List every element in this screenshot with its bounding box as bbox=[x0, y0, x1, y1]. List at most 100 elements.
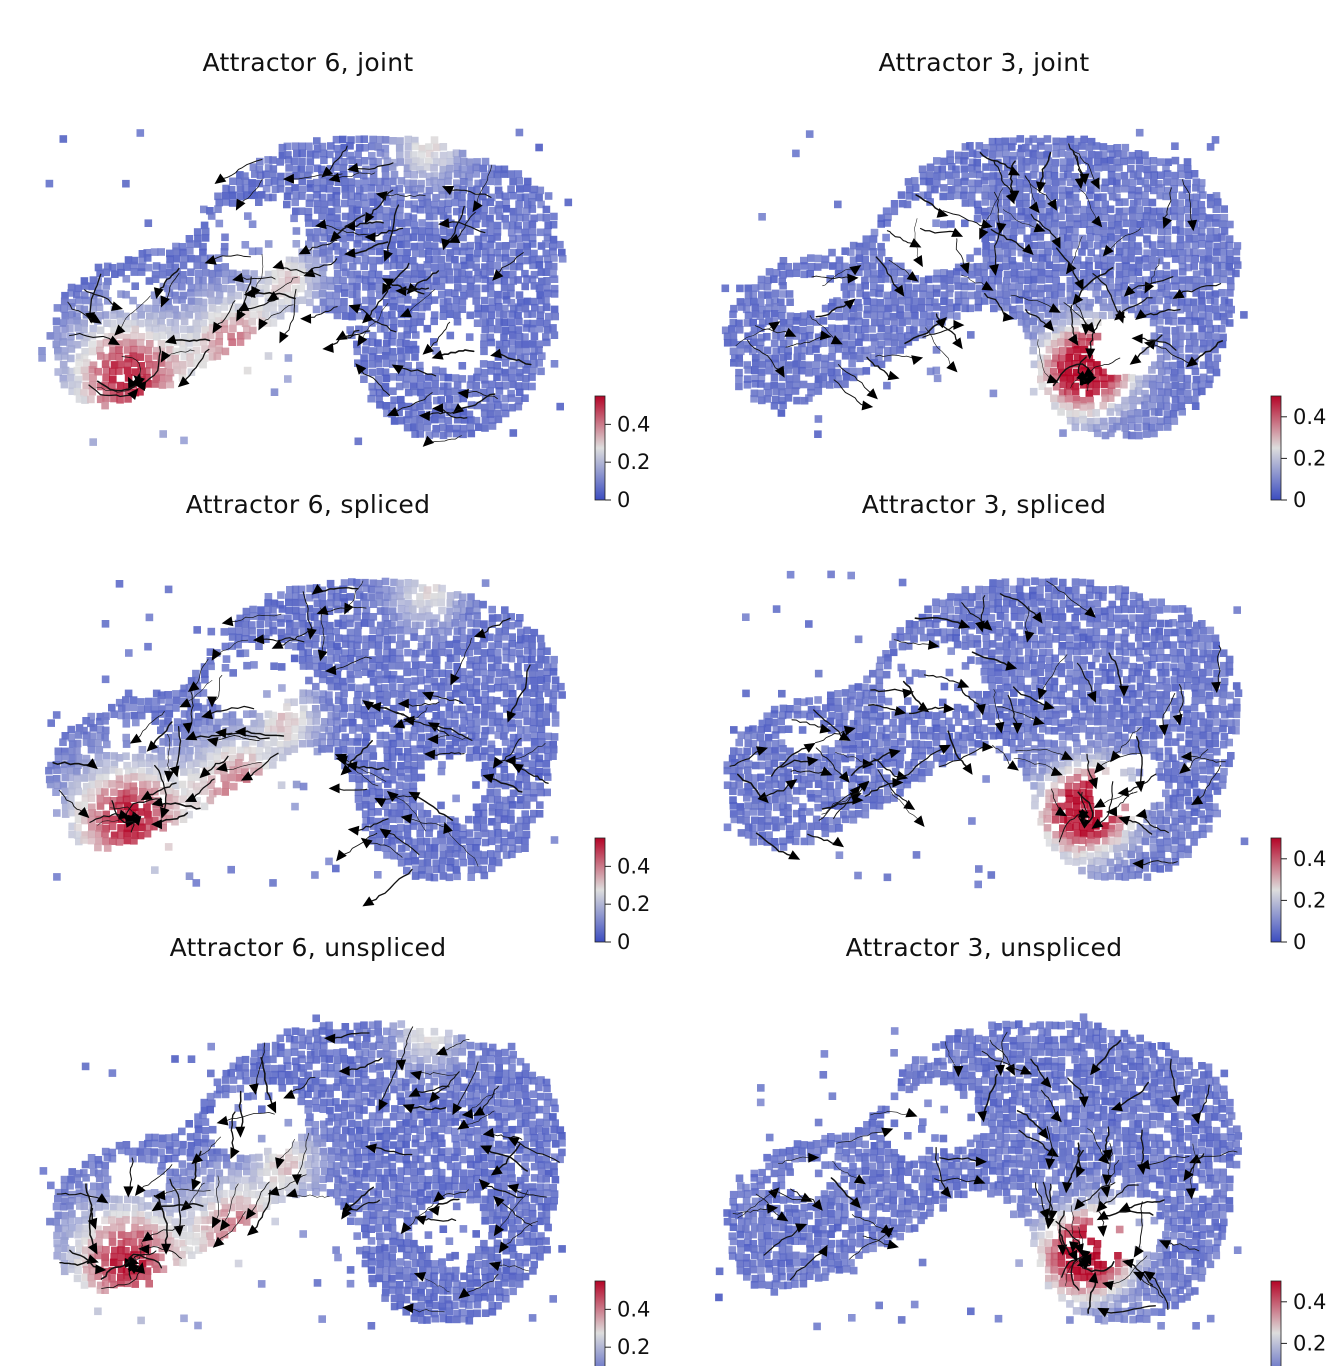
spot bbox=[550, 275, 559, 283]
spot bbox=[374, 684, 382, 693]
spot bbox=[1100, 207, 1109, 215]
spot bbox=[501, 327, 510, 335]
spot bbox=[425, 247, 433, 256]
spot bbox=[870, 354, 878, 362]
spot bbox=[172, 696, 181, 705]
spot bbox=[890, 304, 899, 312]
spot bbox=[101, 675, 110, 684]
spot bbox=[346, 662, 355, 671]
spot bbox=[549, 740, 557, 749]
spot bbox=[982, 289, 990, 298]
spot bbox=[537, 296, 545, 305]
spot bbox=[1219, 241, 1228, 249]
spot bbox=[947, 163, 956, 171]
spot bbox=[404, 143, 413, 151]
spot bbox=[1052, 263, 1060, 272]
spot bbox=[80, 319, 88, 327]
spot bbox=[514, 719, 523, 728]
spot bbox=[1045, 261, 1053, 269]
spot bbox=[451, 619, 459, 627]
spot bbox=[383, 759, 392, 768]
spot bbox=[467, 401, 476, 409]
spot bbox=[256, 620, 264, 629]
spot bbox=[145, 613, 154, 622]
spot bbox=[171, 354, 179, 363]
spot bbox=[339, 614, 347, 623]
spot bbox=[1149, 318, 1158, 327]
spot bbox=[320, 641, 329, 649]
spot bbox=[332, 712, 340, 721]
spot bbox=[221, 347, 230, 356]
spot bbox=[381, 599, 390, 607]
streamline bbox=[349, 162, 394, 170]
spot bbox=[515, 747, 523, 756]
spot bbox=[987, 206, 995, 215]
spot bbox=[819, 373, 828, 381]
spot bbox=[150, 248, 159, 256]
spot bbox=[299, 689, 307, 697]
spot bbox=[52, 340, 61, 349]
streamline bbox=[300, 239, 338, 254]
spot bbox=[186, 247, 194, 255]
velocity-arrow bbox=[212, 321, 223, 334]
spot bbox=[194, 276, 203, 285]
spot bbox=[980, 149, 989, 157]
spot bbox=[1080, 366, 1089, 375]
spot bbox=[250, 191, 258, 200]
spot bbox=[1212, 192, 1221, 200]
spot bbox=[1192, 270, 1201, 278]
spot bbox=[1009, 171, 1018, 180]
spot bbox=[417, 410, 425, 419]
spot bbox=[1025, 240, 1033, 248]
spot bbox=[388, 310, 396, 319]
spot bbox=[334, 221, 342, 229]
spot bbox=[1050, 284, 1059, 292]
spot bbox=[417, 647, 425, 656]
spot bbox=[890, 207, 899, 216]
spot bbox=[453, 184, 462, 193]
spot bbox=[1199, 256, 1208, 264]
spot bbox=[425, 172, 434, 181]
spot bbox=[129, 296, 137, 305]
spot bbox=[369, 388, 378, 397]
spot bbox=[1113, 185, 1121, 193]
spot bbox=[516, 213, 524, 222]
spot bbox=[325, 691, 333, 699]
spot bbox=[466, 642, 474, 650]
spot bbox=[1059, 158, 1068, 166]
spot bbox=[145, 697, 153, 706]
spot bbox=[451, 374, 460, 382]
spot bbox=[480, 409, 489, 417]
spot bbox=[236, 171, 244, 179]
spot bbox=[551, 719, 560, 727]
spot bbox=[988, 150, 997, 159]
spot bbox=[431, 387, 439, 395]
spot bbox=[1071, 382, 1079, 391]
spot bbox=[536, 186, 545, 195]
spot bbox=[1172, 282, 1180, 290]
spot bbox=[1121, 143, 1130, 152]
spot bbox=[946, 156, 954, 164]
spot bbox=[1099, 298, 1107, 307]
spot-layer bbox=[721, 128, 1248, 440]
spot bbox=[1101, 213, 1110, 222]
spot bbox=[220, 284, 228, 293]
spot bbox=[494, 276, 503, 285]
spot bbox=[375, 221, 384, 230]
spot bbox=[488, 767, 497, 775]
spot bbox=[792, 381, 801, 390]
spot bbox=[544, 289, 552, 298]
spot bbox=[743, 361, 752, 369]
spot bbox=[480, 747, 489, 755]
spot bbox=[1162, 326, 1171, 335]
streamline bbox=[84, 289, 121, 309]
spot bbox=[151, 745, 159, 753]
spot bbox=[193, 325, 202, 333]
spot bbox=[166, 261, 174, 269]
spot bbox=[390, 170, 399, 179]
spot bbox=[395, 408, 403, 417]
spot bbox=[847, 290, 855, 298]
spot bbox=[311, 640, 319, 649]
spot bbox=[466, 601, 474, 609]
spot bbox=[481, 325, 489, 334]
